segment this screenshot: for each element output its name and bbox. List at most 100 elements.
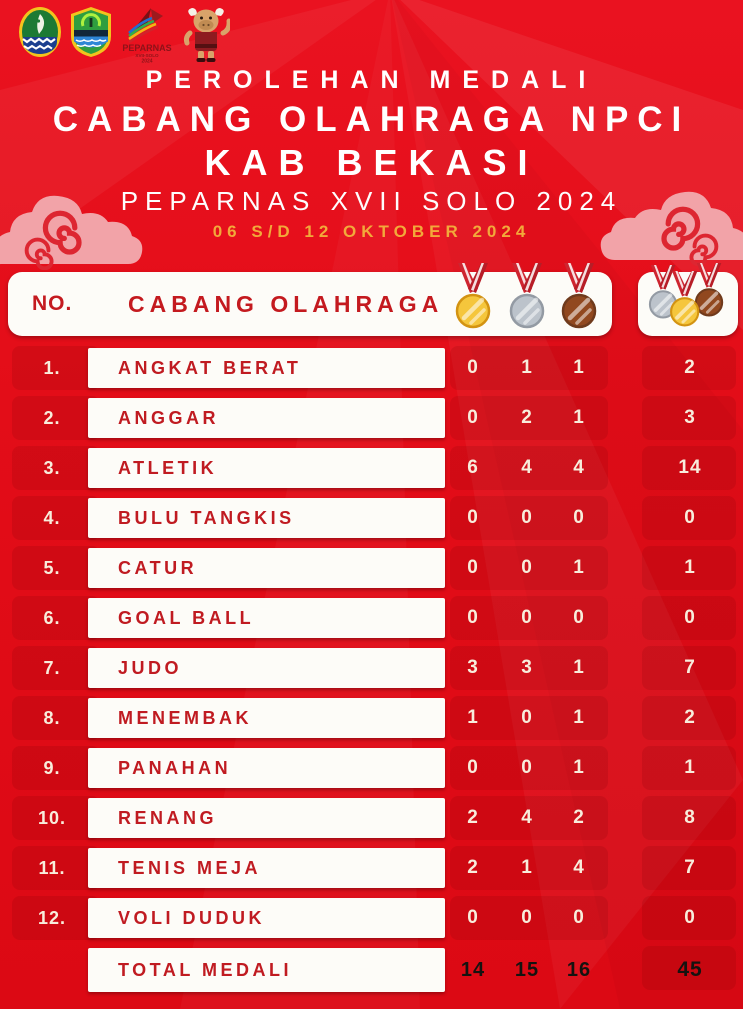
table-row: 7. JUDO 3 3 1 7 (0, 646, 743, 690)
bronze-count: 1 (573, 557, 585, 578)
gold-count: 0 (467, 557, 479, 578)
row-number-plate (12, 496, 100, 540)
medal-counts-plate (450, 696, 608, 740)
bronze-count: 1 (573, 757, 585, 778)
bronze-count: 0 (573, 507, 585, 528)
total-plate (642, 446, 736, 490)
medal-counts-plate (450, 746, 608, 790)
row-number: 7. (43, 658, 61, 678)
total-plate (642, 496, 736, 540)
row-number: 6. (43, 608, 61, 628)
column-header-no: NO. (32, 292, 73, 315)
medal-counts-plate (450, 346, 608, 390)
gold-count: 2 (467, 807, 479, 828)
table-row: 8. MENEMBAK 1 0 1 2 (0, 696, 743, 740)
poster-title-line2: KAB BEKASI (204, 142, 539, 183)
total-count: 1 (684, 757, 696, 778)
table-row: 10. RENANG 2 4 2 8 (0, 796, 743, 840)
sport-name: JUDO (118, 658, 183, 678)
bronze-count: 1 (573, 657, 585, 678)
gold-count: 0 (467, 607, 479, 628)
total-label-box: TOTAL MEDALI (88, 948, 445, 992)
silver-medal-icon (505, 263, 549, 331)
bronze-count: 1 (573, 357, 585, 378)
row-number-plate (12, 846, 100, 890)
medal-counts-plate (450, 596, 608, 640)
gold-count: 0 (467, 757, 479, 778)
bronze-count: 0 (573, 607, 585, 628)
row-number-plate (12, 396, 100, 440)
total-plate (642, 696, 736, 740)
row-number: 1. (43, 358, 61, 378)
total-count: 3 (684, 407, 696, 428)
gold-count: 0 (467, 507, 479, 528)
logo-row: PEPARNAS XVII-SOLO 2024 (18, 6, 230, 64)
gold-count: 1 (467, 707, 479, 728)
medal-counts-plate (450, 546, 608, 590)
bronze-count: 2 (573, 807, 585, 828)
medal-counts-plate (450, 796, 608, 840)
sport-name: VOLI DUDUK (118, 908, 265, 928)
bronze-count: 1 (573, 407, 585, 428)
row-number-plate (12, 746, 100, 790)
table-row: 2. ANGGAR 0 2 1 3 (0, 396, 743, 440)
poster-title-line1: CABANG OLAHRAGA NPCI (52, 100, 691, 139)
total-count: 7 (684, 657, 696, 678)
row-number-plate (12, 546, 100, 590)
row-number-plate (12, 796, 100, 840)
bronze-count: 4 (573, 857, 585, 878)
row-number-plate (12, 696, 100, 740)
total-bronze-count: 16 (566, 959, 592, 981)
total-count: 14 (678, 457, 702, 478)
row-number-plate (12, 896, 100, 940)
west-java-emblem (19, 7, 61, 57)
gold-count: 0 (467, 357, 479, 378)
total-count: 0 (684, 907, 696, 928)
sport-name-box: MENEMBAK (88, 698, 445, 738)
peparnas-logo-year: 2024 (141, 59, 152, 65)
sport-name-box: ANGGAR (88, 398, 445, 438)
row-number: 5. (43, 558, 61, 578)
sport-name-box: CATUR (88, 548, 445, 588)
bekasi-regency-emblem (71, 7, 111, 57)
row-number-plate (12, 446, 100, 490)
table-row: 3. ATLETIK 6 4 4 14 (0, 446, 743, 490)
row-number: 8. (43, 708, 61, 728)
total-plate (642, 596, 736, 640)
medal-table: 1. ANGKAT BERAT 0 1 1 2 2. ANGGAR 0 2 1 … (0, 346, 743, 992)
total-count: 8 (684, 807, 696, 828)
silver-count: 4 (521, 807, 533, 828)
total-count: 0 (684, 607, 696, 628)
gold-medal-icon (451, 263, 495, 331)
total-silver-count: 15 (514, 959, 540, 981)
gold-count: 0 (467, 907, 479, 928)
total-plate (642, 646, 736, 690)
row-number: 2. (43, 408, 61, 428)
silver-count: 0 (521, 707, 533, 728)
silver-count: 0 (521, 607, 533, 628)
table-row: 9. PANAHAN 0 0 1 1 (0, 746, 743, 790)
table-row: 6. GOAL BALL 0 0 0 0 (0, 596, 743, 640)
total-plate (642, 946, 736, 990)
row-number: 4. (43, 508, 61, 528)
silver-count: 0 (521, 907, 533, 928)
event-date-range: 06 S/D 12 OKTOBER 2024 (212, 222, 531, 241)
total-count: 1 (684, 557, 696, 578)
medal-counts-plate (450, 846, 608, 890)
column-header-sport: CABANG OLAHRAGA (128, 291, 444, 317)
row-number: 9. (43, 758, 61, 778)
total-plate (642, 346, 736, 390)
sport-name-box: ATLETIK (88, 448, 445, 488)
table-row: 1. ANGKAT BERAT 0 1 1 2 (0, 346, 743, 390)
row-number-plate (12, 646, 100, 690)
medal-counts-plate (450, 446, 608, 490)
sport-name-box: JUDO (88, 648, 445, 688)
row-number-plate (12, 596, 100, 640)
silver-count: 1 (521, 857, 533, 878)
total-plate (642, 396, 736, 440)
total-label: TOTAL MEDALI (118, 960, 292, 980)
grand-total-count: 45 (677, 958, 703, 981)
total-count: 0 (684, 507, 696, 528)
sport-name: ATLETIK (118, 458, 218, 478)
